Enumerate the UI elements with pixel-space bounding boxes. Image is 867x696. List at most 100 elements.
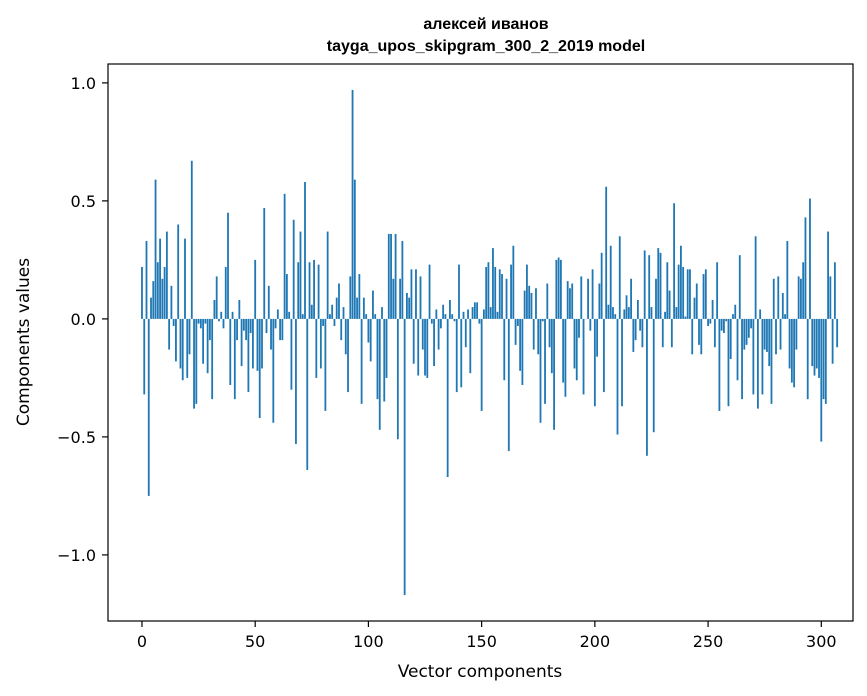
bar <box>648 255 651 319</box>
bar <box>833 262 836 319</box>
bar <box>836 318 839 348</box>
x-axis-label: Vector components <box>398 662 563 682</box>
bar <box>530 292 533 319</box>
x-axis-ticks: 0 50 100 150 200 250 300 <box>137 621 837 651</box>
bar <box>179 318 182 369</box>
bar <box>460 318 463 388</box>
bar <box>827 231 829 319</box>
x-tick-label: 100 <box>353 632 384 651</box>
bar <box>775 318 777 355</box>
bar <box>329 314 331 319</box>
bar <box>177 224 180 319</box>
bar <box>797 276 800 319</box>
bar <box>747 318 750 338</box>
bar <box>596 318 599 357</box>
bar <box>630 278 632 319</box>
bar <box>535 288 537 319</box>
bar <box>426 318 429 378</box>
bar <box>605 186 608 319</box>
bar <box>680 245 682 319</box>
bar <box>181 318 184 381</box>
bar <box>732 314 734 319</box>
bar <box>152 281 155 319</box>
bar <box>299 231 302 319</box>
bar <box>449 300 451 319</box>
bar <box>643 250 646 319</box>
bar <box>623 309 626 319</box>
bar <box>143 318 146 395</box>
bar <box>634 318 637 341</box>
bar <box>301 314 304 319</box>
bar <box>172 318 175 326</box>
bar <box>600 252 603 319</box>
y-tick-label: 1.0 <box>71 74 96 93</box>
bar <box>270 318 272 350</box>
bar <box>575 318 578 381</box>
bar <box>480 318 483 411</box>
bar <box>362 297 365 319</box>
bar <box>790 318 793 383</box>
bar <box>476 302 479 319</box>
bar <box>498 269 501 319</box>
bar <box>684 316 687 319</box>
bar <box>559 259 562 319</box>
bar <box>453 318 456 322</box>
bar <box>607 304 610 319</box>
bar <box>625 295 628 319</box>
bar <box>444 314 447 319</box>
bar <box>745 318 748 345</box>
bar <box>288 311 291 319</box>
y-tick-label: −1.0 <box>57 546 96 565</box>
bar <box>376 318 379 400</box>
bar <box>612 307 614 319</box>
y-axis-ticks: −1.0 −0.5 0.0 0.5 1.0 <box>57 74 108 565</box>
bar <box>528 285 531 319</box>
bar <box>831 318 834 364</box>
bar <box>772 278 775 319</box>
bar <box>829 276 832 319</box>
bar <box>265 318 268 334</box>
bar <box>190 160 193 319</box>
bar <box>691 318 694 355</box>
bar <box>752 318 755 395</box>
bar <box>507 318 510 452</box>
bar <box>485 266 488 319</box>
bar <box>340 318 343 341</box>
bar <box>421 318 424 350</box>
bar <box>741 318 743 400</box>
bar <box>211 318 214 400</box>
bar <box>815 318 818 369</box>
bar <box>503 318 506 381</box>
bar <box>229 318 232 385</box>
x-tick-label: 300 <box>806 632 837 651</box>
bar <box>802 262 805 319</box>
bar <box>548 318 551 348</box>
bar <box>766 318 768 352</box>
bar <box>365 314 368 319</box>
bar <box>195 318 198 404</box>
bar <box>734 304 737 319</box>
bar <box>154 179 157 319</box>
bar <box>415 269 417 319</box>
bar <box>636 300 639 319</box>
bar <box>686 269 689 319</box>
bar <box>677 264 680 319</box>
bar <box>759 309 762 319</box>
bar <box>227 212 229 319</box>
bar <box>473 302 476 319</box>
bar <box>646 318 648 456</box>
bar <box>249 318 252 334</box>
bar <box>199 318 202 329</box>
bar <box>428 264 431 319</box>
bar <box>304 182 306 319</box>
bar <box>353 179 356 319</box>
bar <box>161 278 164 319</box>
bar <box>324 318 327 411</box>
bar <box>446 318 449 478</box>
bar <box>512 245 515 319</box>
y-tick-label: 0.5 <box>71 192 96 211</box>
bar <box>713 318 716 348</box>
bar <box>777 276 780 319</box>
bar <box>215 276 218 319</box>
bar <box>163 266 166 319</box>
